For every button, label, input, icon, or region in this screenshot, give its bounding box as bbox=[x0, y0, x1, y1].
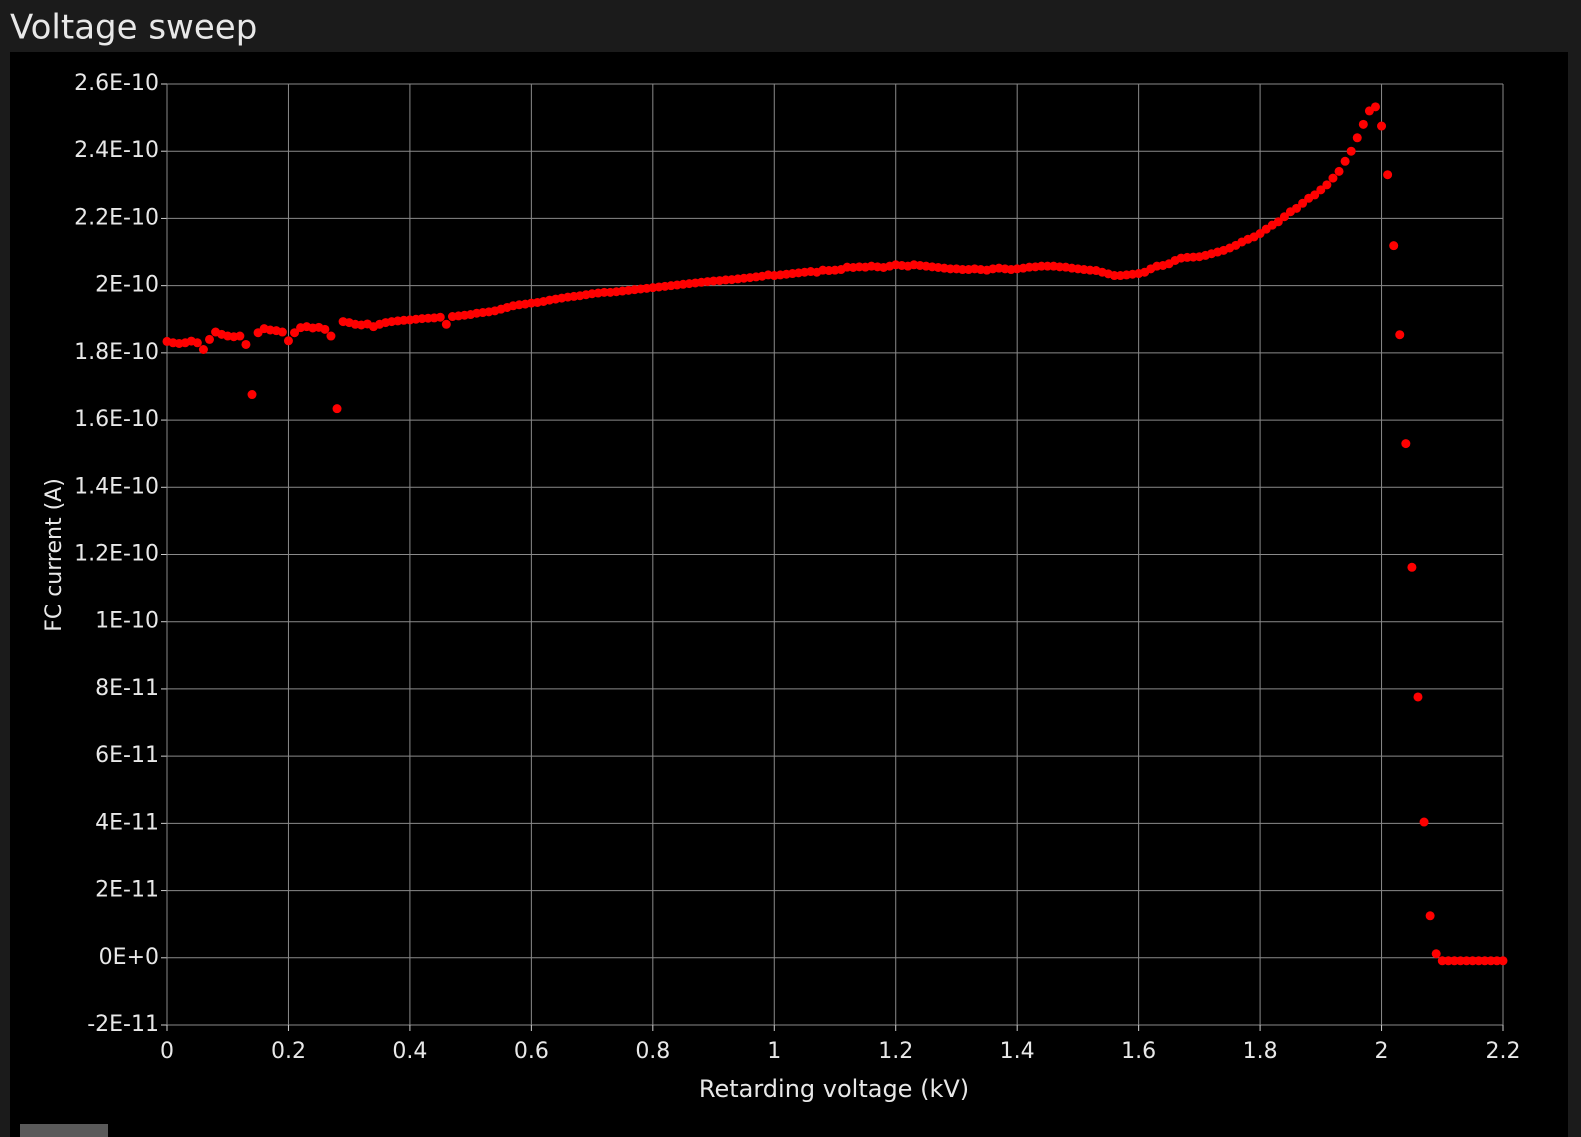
y-axis-label: FC current (A) bbox=[42, 478, 67, 632]
data-point bbox=[435, 312, 445, 322]
data-point bbox=[198, 344, 208, 354]
y-tick-label: 1.6E-10 bbox=[74, 407, 159, 432]
y-tick-label: 2E-10 bbox=[95, 273, 159, 298]
data-point bbox=[1395, 330, 1405, 340]
data-point bbox=[205, 334, 215, 344]
x-tick-label: 0.6 bbox=[514, 1039, 549, 1064]
x-tick-label: 0.8 bbox=[635, 1039, 670, 1064]
data-point bbox=[441, 319, 451, 329]
data-point bbox=[1316, 185, 1326, 195]
y-tick-label: 6E-11 bbox=[95, 743, 159, 768]
x-tick-label: 1 bbox=[767, 1039, 781, 1064]
data-point bbox=[1346, 146, 1356, 156]
data-point bbox=[235, 331, 245, 341]
button[interactable] bbox=[20, 1124, 108, 1137]
data-point bbox=[1279, 212, 1289, 222]
data-point bbox=[1498, 956, 1508, 966]
y-tick-label: 1E-10 bbox=[95, 609, 159, 634]
x-tick-label: 0.4 bbox=[392, 1039, 427, 1064]
data-point bbox=[283, 336, 293, 346]
x-tick-label: 0 bbox=[160, 1039, 174, 1064]
y-tick-label: 2.2E-10 bbox=[74, 205, 159, 230]
title-bar bbox=[0, 0, 1581, 52]
data-point bbox=[1310, 190, 1320, 200]
y-tick-label: 8E-11 bbox=[95, 676, 159, 701]
y-tick-label: 2E-11 bbox=[95, 878, 159, 903]
data-point bbox=[1322, 180, 1332, 190]
y-tick-label: 0E+0 bbox=[99, 945, 159, 970]
data-point bbox=[1425, 911, 1435, 921]
panel-title: Voltage sweep bbox=[10, 8, 257, 48]
data-point bbox=[326, 331, 336, 341]
x-tick-label: 2.2 bbox=[1486, 1039, 1521, 1064]
data-point bbox=[1413, 692, 1423, 702]
data-point bbox=[1273, 217, 1283, 227]
data-point bbox=[247, 390, 257, 400]
data-point bbox=[1431, 949, 1441, 959]
x-tick-label: 0.2 bbox=[271, 1039, 306, 1064]
data-point bbox=[1377, 121, 1387, 131]
data-point bbox=[290, 328, 300, 338]
data-point bbox=[1340, 156, 1350, 166]
data-point bbox=[1328, 173, 1338, 183]
data-point bbox=[1370, 102, 1380, 112]
x-tick-label: 1.4 bbox=[1000, 1039, 1035, 1064]
data-point bbox=[241, 339, 251, 349]
plot-panel bbox=[10, 52, 1568, 1137]
x-tick-label: 1.2 bbox=[878, 1039, 913, 1064]
y-tick-label: 1.2E-10 bbox=[74, 542, 159, 567]
x-tick-label: 2 bbox=[1375, 1039, 1389, 1064]
data-point bbox=[277, 327, 287, 337]
x-tick-label: 1.6 bbox=[1121, 1039, 1156, 1064]
y-tick-label: 1.8E-10 bbox=[74, 340, 159, 365]
y-tick-label: 4E-11 bbox=[95, 810, 159, 835]
data-point bbox=[1419, 817, 1429, 827]
data-point bbox=[192, 338, 202, 348]
data-point bbox=[1407, 562, 1417, 572]
data-point bbox=[1352, 133, 1362, 143]
data-point bbox=[1383, 170, 1393, 180]
data-point bbox=[1292, 203, 1302, 213]
y-tick-label: 2.6E-10 bbox=[74, 71, 159, 96]
data-point bbox=[1401, 439, 1411, 449]
y-tick-label: 2.4E-10 bbox=[74, 138, 159, 163]
y-tick-label: 1.4E-10 bbox=[74, 474, 159, 499]
data-point bbox=[1298, 198, 1308, 208]
data-point bbox=[1358, 119, 1368, 129]
y-tick-label: -2E-11 bbox=[87, 1012, 159, 1037]
data-point bbox=[332, 404, 342, 414]
data-point bbox=[1334, 166, 1344, 176]
x-axis-label: Retarding voltage (kV) bbox=[699, 1075, 969, 1103]
data-point bbox=[320, 324, 330, 334]
x-tick-label: 1.8 bbox=[1243, 1039, 1278, 1064]
data-point bbox=[1389, 241, 1399, 251]
